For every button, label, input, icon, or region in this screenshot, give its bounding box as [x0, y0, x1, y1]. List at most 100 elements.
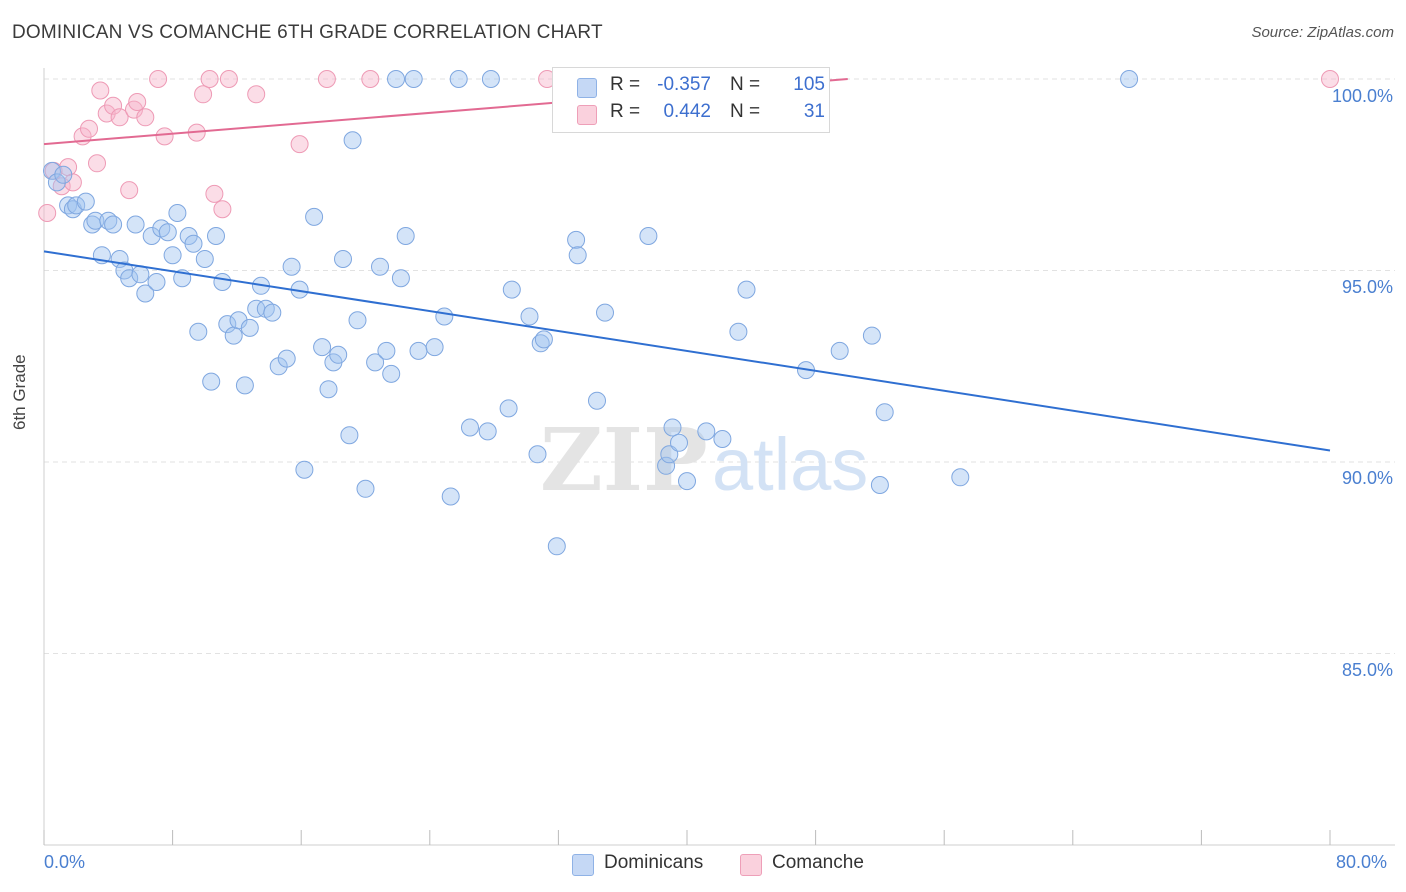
dominicans-point: [295, 460, 314, 479]
dominicans-point: [657, 456, 676, 475]
dominicans-point: [126, 215, 145, 234]
dominicans-point: [567, 230, 586, 249]
dominicans-point: [356, 479, 375, 498]
dominicans-point: [639, 227, 658, 245]
dominicans-point: [678, 472, 696, 491]
dominicans-point: [1120, 70, 1139, 88]
dominicans-point: [224, 326, 243, 345]
comanche-legend-swatch: [740, 854, 762, 876]
dominicans-point: [870, 476, 889, 494]
n-value: 31: [803, 101, 825, 122]
dominicans-point: [319, 380, 338, 399]
watermark-atlas: atlas: [712, 423, 868, 506]
grid-layer: [44, 78, 1395, 654]
dominicans-point: [371, 257, 389, 276]
source-label: Source: ZipAtlas.com: [1251, 24, 1394, 41]
dominicans-point: [235, 376, 254, 395]
dominicans-point: [528, 445, 547, 464]
dominicans-point: [313, 338, 332, 357]
n-value: 105: [793, 74, 825, 95]
r-label: R =: [610, 74, 641, 95]
x-tick-label-min: 0.0%: [44, 852, 86, 872]
points-layer: [38, 70, 1339, 556]
dominicans-point: [660, 445, 679, 464]
comanche-point: [200, 70, 219, 88]
y-tick-label-95: 95.0%: [1341, 277, 1393, 297]
dominicans-point: [277, 349, 296, 368]
dominicans-swatch: [577, 78, 597, 98]
comanche-point: [38, 204, 57, 222]
dominicans-point: [86, 211, 105, 230]
dominicans-point: [737, 280, 756, 299]
dominicans-point: [54, 165, 73, 184]
y-tick-label-100: 100.0%: [1331, 86, 1393, 106]
dominicans-legend-swatch: [572, 854, 594, 876]
comanche-point: [247, 85, 266, 104]
chart-title: DOMINICAN VS COMANCHE 6TH GRADE CORRELAT…: [12, 22, 603, 43]
dominicans-point: [670, 433, 688, 452]
comanche-point: [120, 181, 139, 200]
n-label: N =: [730, 74, 761, 95]
dominicans-point: [382, 364, 401, 383]
dominicans-point: [348, 311, 367, 330]
comanche-point: [213, 200, 232, 219]
dominicans-point: [729, 322, 748, 341]
dominicans-point: [481, 70, 500, 88]
dominicans-point: [202, 372, 221, 391]
axis-layer: [43, 68, 1395, 846]
dominicans-point: [534, 330, 553, 349]
dominicans-point: [184, 234, 203, 253]
dominicans-point: [163, 246, 182, 265]
dominicans-point: [334, 250, 352, 268]
comanche-point: [317, 70, 336, 88]
dominicans-point: [67, 196, 86, 215]
dominicans-point: [862, 326, 881, 345]
comanche-point: [290, 135, 309, 154]
comanche-point: [149, 70, 168, 88]
dominicans-point: [195, 250, 214, 268]
comanche-legend-label: Comanche: [772, 852, 864, 873]
dominicans-point: [377, 341, 396, 360]
comanche-point: [361, 70, 380, 88]
dominicans-point: [391, 269, 410, 288]
dominicans-point: [713, 430, 732, 448]
dominicans-point: [409, 341, 428, 360]
dominicans-point: [875, 403, 894, 422]
comanche-point: [194, 85, 213, 104]
dominicans-point: [441, 487, 460, 506]
comanche-point: [128, 93, 147, 111]
comanche-point: [219, 70, 238, 88]
dominicans-point: [830, 341, 849, 360]
dominicans-point: [76, 192, 95, 211]
comanche-point: [80, 119, 98, 138]
dominicans-point: [697, 422, 716, 441]
dominicans-trend-line: [43, 250, 1331, 452]
dominicans-point: [568, 246, 587, 265]
comanche-point: [136, 108, 155, 127]
dominicans-point: [207, 227, 225, 245]
dominicans-point: [218, 315, 237, 334]
x-tick-label-max: 80.0%: [1336, 852, 1388, 872]
dominicans-point: [47, 173, 66, 192]
dominicans-point: [329, 345, 348, 364]
comanche-point: [91, 81, 110, 100]
dominicans-point: [282, 257, 301, 276]
watermark-zip: ZIP: [540, 410, 708, 511]
dominicans-point: [951, 468, 970, 487]
y-tick-label-85: 85.0%: [1341, 660, 1393, 680]
comanche-point: [63, 173, 82, 192]
dominicans-point: [213, 273, 232, 291]
dominicans-point: [596, 303, 614, 322]
r-value: -0.357: [657, 74, 711, 95]
dominicans-point: [435, 307, 454, 326]
dominicans-point: [120, 269, 139, 288]
dominicans-point: [404, 70, 423, 88]
dominicans-point: [502, 280, 521, 299]
watermark: ZIP atlas: [540, 410, 868, 511]
dominicans-point: [104, 215, 123, 234]
comanche-point: [110, 108, 129, 127]
dominicans-point: [387, 70, 405, 88]
dominicans-point: [263, 303, 282, 322]
dominicans-point: [396, 227, 415, 245]
